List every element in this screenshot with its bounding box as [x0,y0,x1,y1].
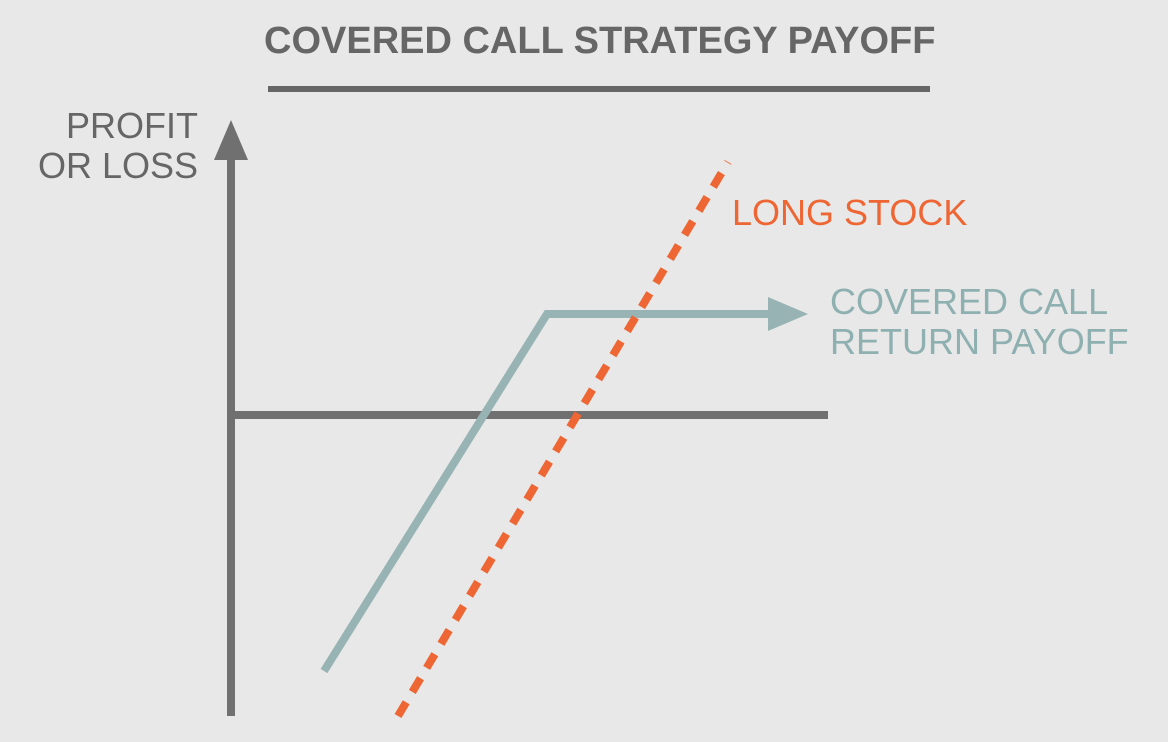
y-axis-label-line-2: OR LOSS [37,145,198,186]
covered-call-label-line-2: RETURN PAYOFF [830,321,1129,362]
y-axis-label: PROFIT OR LOSS [38,106,198,186]
title-underline [268,86,930,92]
y-axis-arrowhead [214,120,248,160]
covered-call-payoff-line [320,310,780,674]
diagram-title: COVERED CALL STRATEGY PAYOFF [264,20,936,62]
y-axis-label-line-1: PROFIT [66,105,198,146]
covered-call-label-line-1: COVERED CALL [830,281,1109,322]
covered-call-arrowhead [768,297,808,331]
covered-call-label: COVERED CALL RETURN PAYOFF [830,282,1129,362]
long-stock-label: LONG STOCK [732,192,968,233]
long-stock-line [394,159,732,719]
